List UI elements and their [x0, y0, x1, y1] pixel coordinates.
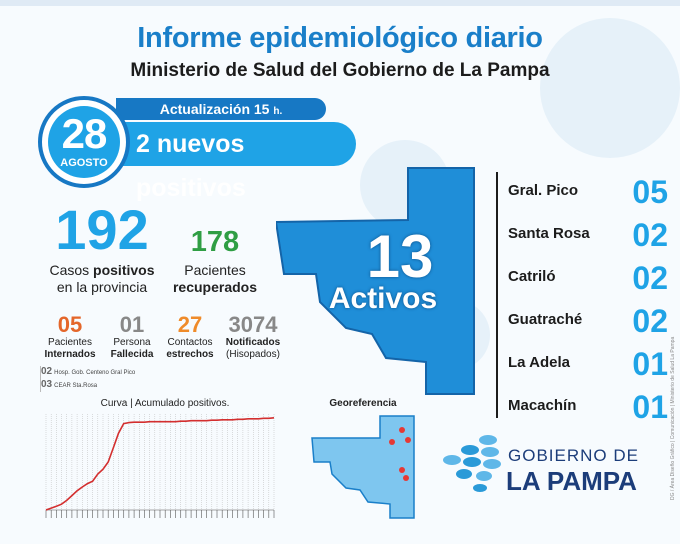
locality-item: Catriló 02 — [498, 258, 668, 300]
stat-line: (Hisopados) — [226, 349, 280, 360]
locality-name: Gral. Pico — [508, 182, 579, 199]
locality-name: La Adela — [508, 354, 570, 371]
locality-name: Santa Rosa — [508, 225, 590, 242]
update-unit: h. — [273, 106, 283, 117]
page-title: Informe epidemiológico diario — [137, 22, 543, 54]
georef-point — [405, 437, 411, 443]
locality-item: La Adela 01 — [498, 344, 668, 386]
locality-name: Macachín — [508, 397, 577, 414]
map-shape — [276, 167, 475, 395]
logo-line1: GOBIERNO DE — [508, 446, 639, 465]
georef-point — [389, 439, 395, 445]
active-label: Activos — [328, 282, 438, 315]
recovered-label: Pacientes recuperados — [160, 262, 270, 296]
cumulative-chart — [45, 414, 275, 518]
update-label: Actualización 15 — [159, 101, 270, 117]
stat-internados: 05 Pacientes Internados — [40, 313, 100, 361]
georef-point — [399, 427, 405, 433]
stat-value: 27 — [177, 312, 203, 337]
date-badge: 28 AGOSTO — [38, 96, 130, 188]
label-bold: recuperados — [172, 279, 258, 295]
stat-line: Fallecida — [110, 349, 154, 360]
stat-contactos: 27 Contactos estrechos — [160, 313, 220, 361]
locality-list: Gral. Pico 05 Santa Rosa 02 Catriló 02 Guatrac… — [496, 172, 668, 425]
cumulative-line — [45, 417, 275, 511]
hospital-row: 03 CEAR Sta.Rosa — [41, 379, 170, 392]
gobierno-logo-icon — [443, 435, 501, 492]
side-credit: DG / Área Diseño Gráfico | Comunicación … — [670, 336, 676, 500]
locality-item: Guatraché 02 — [498, 301, 668, 343]
georef-point — [403, 475, 409, 481]
label-bold: positivos — [93, 262, 155, 278]
label-part: Casos — [49, 262, 94, 278]
georef-point — [399, 467, 405, 473]
total-positives-label: Casos positivos en la provincia — [34, 262, 170, 296]
locality-value: 02 — [632, 303, 668, 339]
hospital-list: 02 Hosp. Gob. Centeno Gral Pico 03 CEAR St… — [40, 366, 170, 392]
bg-decoration — [540, 18, 680, 158]
stat-line: Notificados — [225, 337, 281, 348]
active-value: 13 — [366, 223, 434, 290]
stat-line: Contactos — [167, 337, 213, 348]
hospital-count: 03 — [41, 379, 53, 390]
stat-line: Internados — [44, 349, 96, 360]
page-subtitle: Ministerio de Salud del Gobierno de La P… — [130, 60, 550, 81]
hospital-name: CEAR Sta.Rosa — [54, 383, 98, 389]
date-day: 28 — [61, 110, 108, 157]
stat-line: estrechos — [166, 349, 214, 360]
locality-item: Macachín 01 — [498, 387, 668, 429]
stat-notificados: 3074 Notificados (Hisopados) — [218, 313, 288, 361]
new-positives-banner: 2 nuevos positivos — [116, 122, 356, 202]
stat-line: Pacientes — [48, 337, 92, 348]
locality-value: 02 — [632, 260, 668, 296]
locality-value: 01 — [632, 346, 668, 382]
locality-name: Catriló — [508, 268, 556, 285]
la-pampa-map — [276, 167, 475, 395]
stat-fallecida: 01 Persona Fallecida — [102, 313, 162, 361]
locality-item: Santa Rosa 02 — [498, 215, 668, 257]
stat-value: 01 — [119, 312, 145, 337]
hospital-row: 02 Hosp. Gob. Centeno Gral Pico — [41, 366, 170, 379]
logo-line2: LA PAMPA — [506, 466, 637, 496]
georef-shape — [311, 415, 415, 519]
locality-value: 05 — [632, 174, 668, 210]
stat-value: 3074 — [228, 312, 278, 337]
chart-title: Curva | Acumulado positivos. — [100, 398, 230, 409]
top-band — [0, 0, 680, 6]
hospital-count: 02 — [41, 366, 53, 377]
locality-name: Guatraché — [508, 311, 583, 328]
hospital-name: Hosp. Gob. Centeno Gral Pico — [54, 370, 136, 376]
locality-value: 01 — [632, 389, 668, 425]
date-month: AGOSTO — [60, 157, 108, 169]
georef-map — [311, 415, 415, 519]
stat-line: Persona — [113, 337, 151, 348]
label-part: Pacientes — [184, 262, 246, 278]
total-positives-value: 192 — [55, 198, 149, 261]
recovered-value: 178 — [190, 226, 240, 258]
stat-value: 05 — [57, 312, 83, 337]
locality-item: Gral. Pico 05 — [498, 172, 668, 214]
locality-value: 02 — [632, 217, 668, 253]
georef-title: Georeferencia — [329, 398, 397, 409]
date-inner: 28 AGOSTO — [48, 106, 120, 178]
update-banner: Actualización 15 h. — [116, 98, 326, 120]
label-part: en la provincia — [56, 279, 148, 295]
